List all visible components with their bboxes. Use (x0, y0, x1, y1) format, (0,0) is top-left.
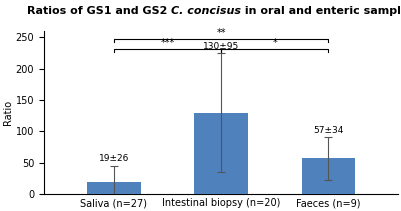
Text: C. concisus: C. concisus (171, 7, 241, 16)
Bar (302, 158, 355, 194)
Text: 19±26: 19±26 (99, 154, 129, 163)
Text: in oral and enteric samples: in oral and enteric samples (241, 7, 401, 16)
Text: Ratios of GS1 and GS2: Ratios of GS1 and GS2 (27, 7, 171, 16)
Text: ***: *** (160, 38, 174, 48)
Text: 57±34: 57±34 (313, 126, 344, 135)
Text: 130±95: 130±95 (203, 42, 239, 51)
Text: *: * (272, 38, 277, 48)
Bar (87, 182, 140, 194)
Text: **: ** (216, 28, 226, 38)
Bar (194, 113, 248, 194)
Y-axis label: Ratio: Ratio (3, 100, 13, 125)
